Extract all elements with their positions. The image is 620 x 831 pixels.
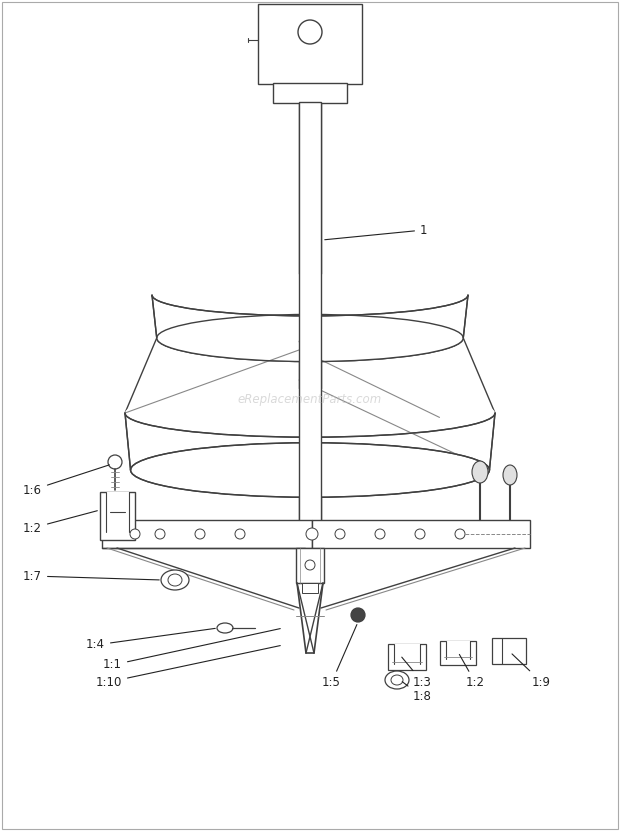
Ellipse shape	[455, 529, 465, 539]
Ellipse shape	[472, 461, 488, 483]
Bar	[312, 520, 530, 548]
Text: 1:4: 1:4	[86, 628, 215, 652]
Bar	[394, 644, 420, 664]
Text: 1:8: 1:8	[402, 681, 432, 704]
Ellipse shape	[503, 465, 517, 485]
Ellipse shape	[155, 529, 165, 539]
Ellipse shape	[108, 455, 122, 469]
Polygon shape	[152, 274, 468, 361]
Text: 1:6: 1:6	[23, 465, 109, 496]
Bar	[106, 492, 129, 532]
Ellipse shape	[385, 671, 409, 689]
Text: 1:5: 1:5	[322, 625, 357, 690]
Ellipse shape	[391, 675, 403, 685]
Ellipse shape	[217, 623, 233, 633]
Bar	[258, 4, 362, 84]
Bar	[273, 83, 347, 103]
Text: 1:2: 1:2	[459, 655, 485, 690]
Text: 1:7: 1:7	[23, 569, 159, 583]
Ellipse shape	[351, 608, 365, 622]
Bar	[299, 102, 321, 523]
Ellipse shape	[168, 574, 182, 586]
Ellipse shape	[195, 529, 205, 539]
Bar	[302, 583, 318, 593]
Text: 1:10: 1:10	[95, 646, 280, 689]
Ellipse shape	[298, 20, 322, 44]
Text: 1:3: 1:3	[402, 657, 432, 689]
Ellipse shape	[375, 529, 385, 539]
Text: 1:2: 1:2	[23, 511, 97, 534]
Text: 1:1: 1:1	[103, 628, 280, 671]
Ellipse shape	[157, 314, 463, 361]
Bar	[446, 641, 470, 659]
Text: 1: 1	[325, 224, 428, 239]
Bar	[100, 492, 135, 540]
Ellipse shape	[130, 529, 140, 539]
Ellipse shape	[306, 528, 318, 540]
Bar	[492, 638, 526, 664]
Bar	[299, 102, 321, 523]
Ellipse shape	[415, 529, 425, 539]
Text: 1:9: 1:9	[512, 654, 551, 689]
Ellipse shape	[305, 560, 315, 570]
Polygon shape	[125, 389, 495, 497]
Text: eReplacementParts.com: eReplacementParts.com	[238, 394, 382, 406]
Bar	[296, 548, 324, 583]
Ellipse shape	[335, 529, 345, 539]
Ellipse shape	[235, 529, 245, 539]
Ellipse shape	[161, 570, 189, 590]
Bar	[102, 520, 312, 548]
Bar	[440, 641, 476, 665]
Bar	[388, 644, 426, 670]
